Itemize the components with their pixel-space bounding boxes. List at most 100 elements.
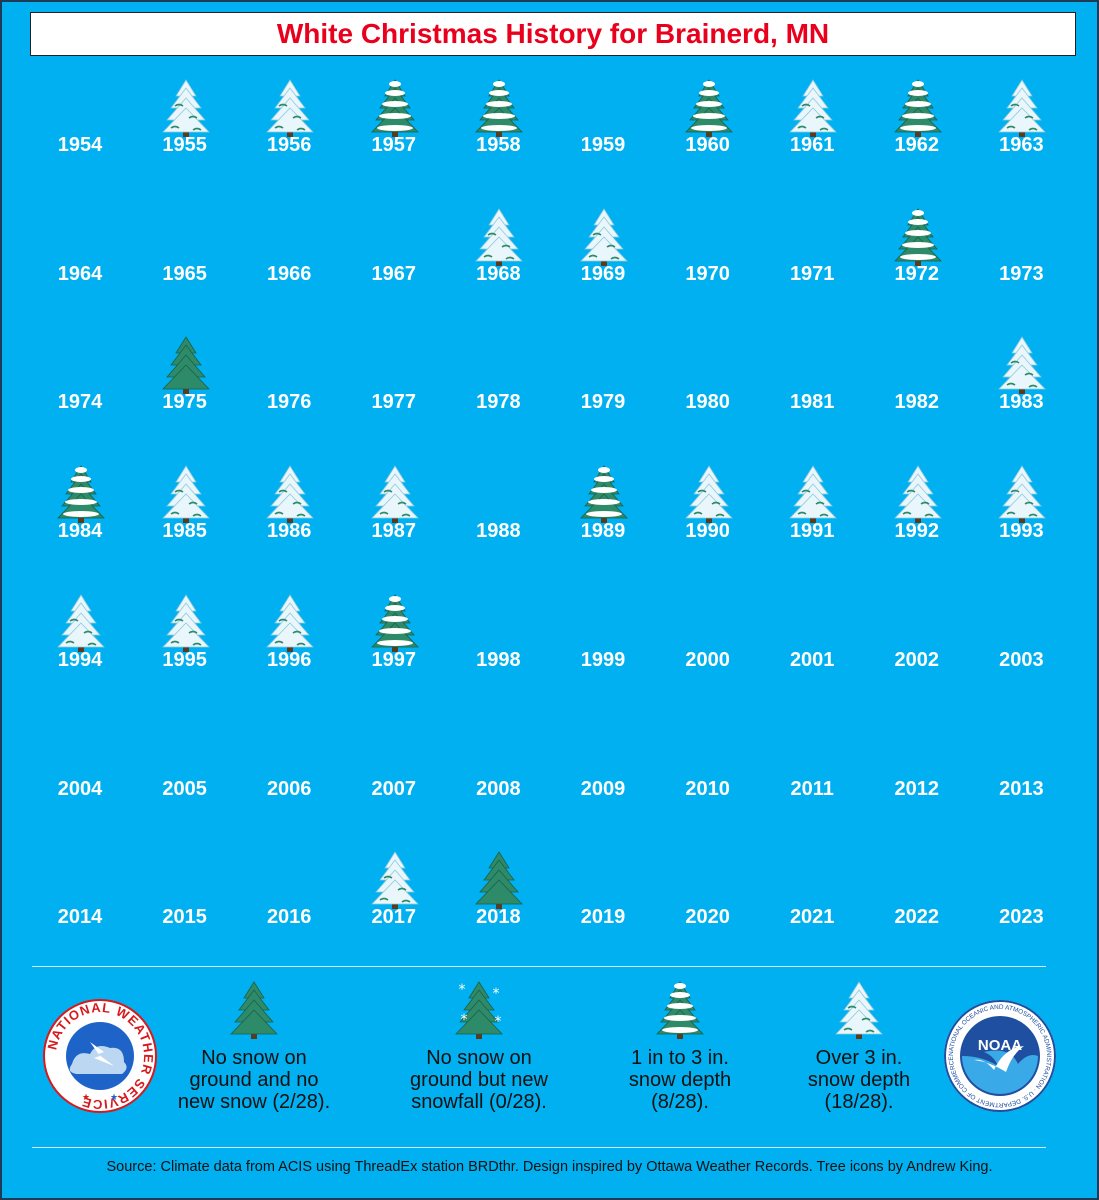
year-cell: 1971 [762, 207, 862, 327]
year-cell: 2001 [762, 593, 862, 713]
year-cell: 1958 [448, 78, 548, 198]
year-label: 1961 [789, 134, 835, 156]
snowflake-tree-icon: * * * * * [454, 972, 504, 1040]
legend-divider-bottom [32, 1147, 1046, 1148]
year-label: 1986 [266, 520, 312, 543]
year-cell: 2023 [971, 850, 1071, 970]
year-grid: 1954 1955 1956 1957 1958 1959 1960 1961 1962 1963… [30, 78, 1071, 929]
legend-label: No snow on ground but new snowfall (0/28). [389, 1047, 569, 1113]
heavy-snow-tree-icon [370, 464, 420, 524]
heavy-snow-tree-icon [265, 464, 315, 524]
year-cell: 2019 [553, 850, 653, 970]
legend-label-line: snow depth [807, 1069, 911, 1091]
year-cell: 2017 [344, 850, 444, 970]
light-snow-tree-icon [893, 207, 943, 267]
year-label: 1968 [476, 262, 521, 285]
year-cell: 1969 [553, 207, 653, 327]
year-cell: 1990 [658, 464, 758, 584]
year-label: 1959 [580, 134, 626, 156]
heavy-snow-tree-icon [161, 78, 211, 138]
legend-label: No snow on ground and no new snow (2/28). [164, 1047, 344, 1113]
year-cell: 2008 [448, 722, 548, 842]
year-label: 1976 [266, 391, 312, 414]
year-label: 1965 [162, 262, 207, 285]
heavy-snow-tree-icon [161, 593, 211, 653]
year-label: 2016 [266, 906, 312, 929]
year-cell: 1998 [448, 593, 548, 713]
year-cell: 1997 [344, 593, 444, 713]
year-cell: 1965 [135, 207, 235, 327]
year-cell: 2016 [239, 850, 339, 970]
year-cell: 2000 [658, 593, 758, 713]
year-label: 1996 [266, 648, 312, 671]
year-cell: 2020 [658, 850, 758, 970]
year-label: 1991 [789, 520, 835, 543]
year-label: 1958 [476, 134, 521, 156]
legend-label-line: (18/28). [824, 1091, 894, 1113]
year-label: 2015 [162, 906, 207, 929]
year-cell: 1999 [553, 593, 653, 713]
year-label: 1963 [999, 134, 1044, 156]
year-label: 2002 [894, 648, 940, 671]
heavy-snow-tree-icon [788, 464, 838, 524]
year-cell: 2004 [30, 722, 130, 842]
year-label: 2020 [685, 906, 730, 929]
year-cell: 1982 [867, 335, 967, 455]
year-cell: 2018 [448, 850, 548, 970]
year-label: 2018 [476, 906, 521, 929]
year-cell: 1988 [448, 464, 548, 584]
legend-divider-top [32, 966, 1046, 967]
year-label: 1998 [476, 648, 521, 671]
year-label: 1967 [371, 262, 417, 285]
heavy-snow-tree-icon [788, 78, 838, 138]
year-label: 2006 [266, 777, 312, 800]
year-cell: 1977 [344, 335, 444, 455]
year-cell: 2006 [239, 722, 339, 842]
year-cell: 1992 [867, 464, 967, 584]
year-label: 1956 [266, 134, 312, 156]
year-label: 1980 [685, 391, 730, 414]
svg-text:*: * [477, 980, 484, 988]
year-cell: 2013 [971, 722, 1071, 842]
year-label: 1962 [894, 134, 940, 156]
year-cell: 1967 [344, 207, 444, 327]
legend-label-line: 1 in to 3 in. [631, 1047, 729, 1069]
heavy-snow-tree-icon [579, 207, 629, 267]
year-cell: 1981 [762, 335, 862, 455]
year-label: 2009 [580, 777, 626, 800]
svg-text:*: * [459, 982, 466, 998]
year-cell: 1986 [239, 464, 339, 584]
legend-label-line: Over 3 in. [815, 1047, 903, 1069]
year-label: 2022 [894, 906, 940, 929]
year-label: 2010 [685, 777, 730, 800]
year-label: 1989 [580, 520, 626, 543]
heavy-snow-tree-icon [265, 593, 315, 653]
year-cell: 1991 [762, 464, 862, 584]
svg-text:*: * [493, 986, 500, 1002]
year-cell: 1972 [867, 207, 967, 327]
light-snow-tree-icon [579, 464, 629, 524]
heavy-snow-tree-icon [997, 335, 1047, 395]
year-cell: 1984 [30, 464, 130, 584]
year-label: 1984 [57, 520, 103, 543]
year-cell: 1956 [239, 78, 339, 198]
year-label: 2017 [371, 906, 417, 929]
page-title: White Christmas History for Brainerd, MN [276, 18, 830, 49]
year-label: 1977 [371, 391, 417, 414]
year-label: 1966 [266, 262, 312, 285]
year-cell: 2014 [30, 850, 130, 970]
year-label: 2005 [162, 777, 207, 800]
year-label: 2019 [580, 906, 626, 929]
year-label: 1975 [162, 391, 207, 414]
year-cell: 2009 [553, 722, 653, 842]
legend-label-line: No snow on [426, 1047, 532, 1069]
year-cell: 2003 [971, 593, 1071, 713]
green-tree-icon [161, 335, 211, 395]
year-label: 2000 [685, 648, 730, 671]
green-tree-icon [229, 980, 279, 1040]
year-label: 1970 [685, 262, 730, 285]
legend-label-line: ground but new [410, 1069, 548, 1091]
year-label: 1994 [57, 648, 103, 671]
year-cell: 1970 [658, 207, 758, 327]
heavy-snow-tree-icon [997, 78, 1047, 138]
